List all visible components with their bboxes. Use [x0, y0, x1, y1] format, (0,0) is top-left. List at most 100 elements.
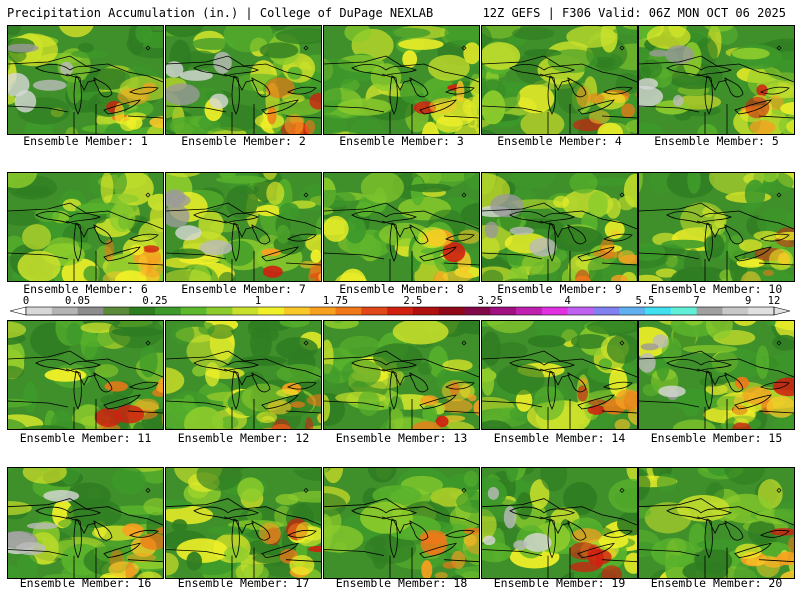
ensemble-member-caption: Ensemble Member: 12 — [177, 431, 310, 445]
colorbar-swatch — [696, 307, 723, 315]
great-lakes-outline — [324, 350, 479, 429]
ensemble-panel — [165, 172, 322, 282]
colorbar-tick-label: 2.5 — [403, 296, 422, 307]
precip-colorbar: 0 0.05 0.25 1 1.75 2.5 3.25 4 5.5 7 9 12 — [9, 296, 791, 316]
colorbar-swatch — [722, 307, 749, 315]
ensemble-member-caption: Ensemble Member: 8 — [339, 282, 464, 296]
colorbar-swatch — [490, 307, 517, 315]
ensemble-panel — [638, 320, 795, 430]
colorbar-swatch — [77, 307, 104, 315]
great-lakes-outline — [324, 55, 479, 134]
colorbar-swatch — [516, 307, 543, 315]
colorbar-high-arrow — [773, 306, 791, 316]
great-lakes-outline — [482, 350, 637, 429]
precip-map — [8, 321, 163, 429]
colorbar-swatch — [619, 307, 646, 315]
colorbar-tick-label: 12 — [768, 296, 781, 307]
ensemble-panel — [165, 25, 322, 135]
colorbar-tick-label: 9 — [745, 296, 751, 307]
ensemble-panel — [638, 25, 795, 135]
colorbar-tick-label: 1.75 — [323, 296, 348, 307]
colorbar-swatch — [51, 307, 78, 315]
precip-map — [639, 468, 794, 578]
great-lakes-outline — [482, 55, 637, 134]
ensemble-member-caption: Ensemble Member: 6 — [23, 282, 148, 296]
ensemble-panel — [7, 467, 164, 579]
colorbar-swatch — [154, 307, 182, 315]
colorbar-swatch — [258, 307, 285, 315]
colorbar-swatch — [541, 307, 568, 315]
colorbar-swatch — [645, 307, 672, 315]
ensemble-panel — [638, 172, 795, 282]
ensemble-member-caption: Ensemble Member: 5 — [654, 134, 779, 148]
great-lakes-outline — [482, 498, 637, 578]
colorbar-swatch — [129, 307, 156, 315]
great-lakes-outline — [639, 202, 794, 281]
great-lakes-outline — [324, 202, 479, 281]
colorbar-low-arrow — [9, 306, 27, 316]
great-lakes-outline — [8, 498, 163, 578]
ensemble-panel — [7, 25, 164, 135]
ensemble-member-caption: Ensemble Member: 11 — [19, 431, 152, 445]
colorbar-swatch — [180, 307, 207, 315]
ensemble-member-caption: Ensemble Member: 14 — [493, 431, 626, 445]
colorbar-swatch — [593, 307, 620, 315]
ensemble-member-caption: Ensemble Member: 16 — [19, 576, 152, 590]
precip-map — [166, 173, 321, 281]
ensemble-panel — [481, 467, 638, 579]
great-lakes-outline — [639, 350, 794, 429]
ensemble-member-caption: Ensemble Member: 9 — [497, 282, 622, 296]
colorbar-tick-label: 4 — [565, 296, 571, 307]
ensemble-member-caption: Ensemble Member: 10 — [650, 282, 783, 296]
ensemble-member-caption: Ensemble Member: 18 — [335, 576, 468, 590]
ensemble-member-caption: Ensemble Member: 15 — [650, 431, 783, 445]
ensemble-member-caption: Ensemble Member: 7 — [181, 282, 306, 296]
great-lakes-outline — [8, 350, 163, 429]
colorbar-swatch — [387, 307, 414, 315]
ensemble-panel — [323, 25, 480, 135]
precip-map — [166, 321, 321, 429]
colorbar-swatch — [748, 307, 775, 315]
precip-map — [639, 321, 794, 429]
colorbar-swatch — [103, 307, 130, 315]
ensemble-panel — [323, 172, 480, 282]
ensemble-member-caption: Ensemble Member: 19 — [493, 576, 626, 590]
colorbar-tick-label: 1 — [255, 296, 261, 307]
precip-map — [639, 173, 794, 281]
great-lakes-outline — [482, 202, 637, 281]
ensemble-panel — [323, 320, 480, 430]
great-lakes-outline — [166, 498, 321, 578]
great-lakes-outline — [166, 55, 321, 134]
colorbar-swatch — [283, 307, 311, 315]
ensemble-member-caption: Ensemble Member: 13 — [335, 431, 468, 445]
great-lakes-outline — [8, 202, 163, 281]
ensemble-member-caption: Ensemble Member: 20 — [650, 576, 783, 590]
colorbar-tick-label: 0.25 — [142, 296, 167, 307]
colorbar-swatch — [361, 307, 388, 315]
precip-map — [482, 173, 637, 281]
ensemble-member-caption: Ensemble Member: 17 — [177, 576, 310, 590]
colorbar-tick-label: 5.5 — [636, 296, 655, 307]
ensemble-panel — [165, 467, 322, 579]
ensemble-member-caption: Ensemble Member: 4 — [497, 134, 622, 148]
colorbar-tick-label: 0 — [23, 296, 29, 307]
precip-map — [324, 321, 479, 429]
ensemble-panel — [323, 467, 480, 579]
precip-map — [324, 26, 479, 134]
precip-map — [482, 26, 637, 134]
product-title: Precipitation Accumulation (in.) | Colle… — [7, 6, 434, 20]
great-lakes-outline — [8, 55, 163, 134]
ensemble-panel — [481, 320, 638, 430]
colorbar-swatch — [335, 307, 362, 315]
colorbar-tick-label: 0.05 — [65, 296, 90, 307]
precip-map — [8, 468, 163, 578]
ensemble-panel — [481, 25, 638, 135]
colorbar-swatch — [567, 307, 594, 315]
ensemble-panel — [7, 172, 164, 282]
ensemble-member-caption: Ensemble Member: 3 — [339, 134, 464, 148]
precip-map — [639, 26, 794, 134]
great-lakes-outline — [639, 498, 794, 578]
great-lakes-outline — [639, 55, 794, 134]
colorbar-swatch — [412, 307, 439, 315]
colorbar-tick-label: 3.25 — [478, 296, 503, 307]
